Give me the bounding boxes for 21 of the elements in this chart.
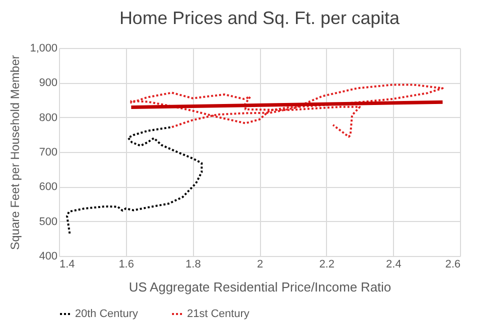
x-tick-label: 2.6 bbox=[445, 258, 460, 270]
y-tick-label: 500 bbox=[39, 216, 58, 228]
x-tick-label: 2.2 bbox=[319, 258, 334, 270]
line-series bbox=[130, 84, 444, 138]
y-tick-label: 800 bbox=[39, 112, 58, 124]
y-axis-title: Square Feet per Household Member bbox=[8, 55, 22, 250]
chart-title: Home Prices and Sq. Ft. per capita bbox=[119, 8, 401, 28]
y-tick-label: 1,000 bbox=[30, 42, 58, 54]
x-tick-label: 1.6 bbox=[118, 258, 134, 270]
y-tick-label: 900 bbox=[39, 77, 58, 90]
x-tick-label: 1.8 bbox=[186, 258, 201, 270]
x-tick-label: 2 bbox=[256, 258, 264, 270]
x-tick-label: 1.4 bbox=[60, 258, 75, 270]
x-tick-label: 2.4 bbox=[386, 258, 402, 270]
legend-label: 21st Century bbox=[187, 308, 250, 320]
y-tick-label: 400 bbox=[39, 250, 58, 262]
y-tick-label: 600 bbox=[39, 181, 58, 194]
line-series bbox=[66, 126, 203, 234]
legend-label: 20th Century bbox=[75, 308, 138, 320]
y-tick-label: 700 bbox=[39, 146, 58, 158]
x-axis-title: US Aggregate Residential Price/Income Ratio bbox=[128, 280, 392, 294]
